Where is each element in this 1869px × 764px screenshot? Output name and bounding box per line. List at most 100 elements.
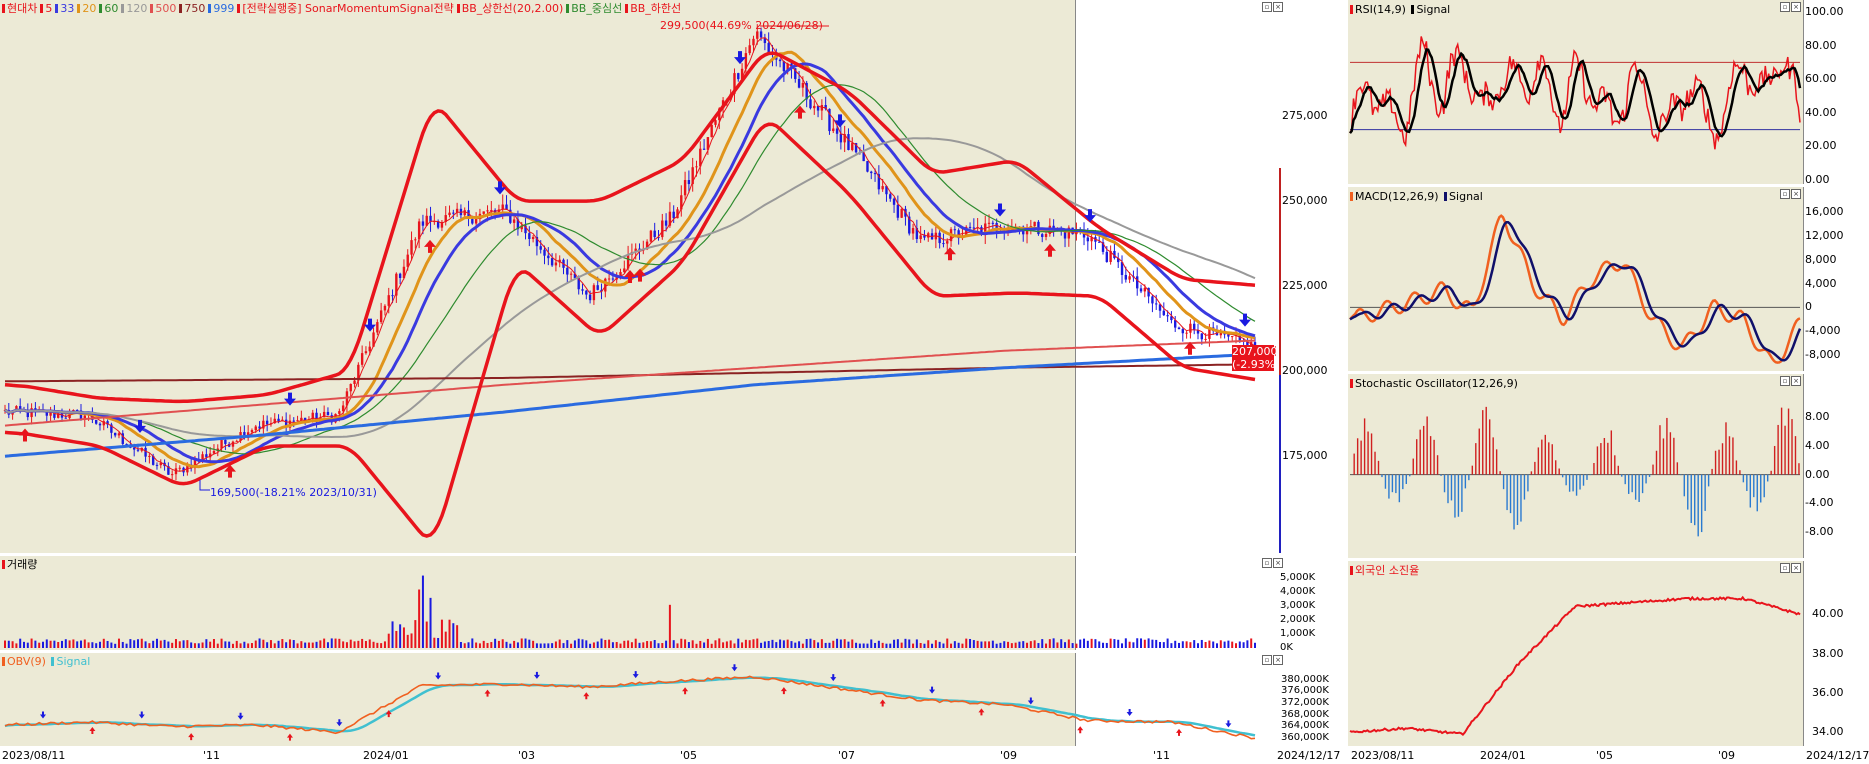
stoch-pane-close-button[interactable]: × (1791, 376, 1801, 386)
volume-pane[interactable] (0, 556, 1075, 650)
volume-bar (425, 621, 428, 648)
volume-bar (532, 640, 535, 648)
candle-body (596, 285, 599, 290)
stoch-bar (1791, 419, 1793, 475)
volume-bar (490, 642, 493, 648)
stoch-bar (1502, 474, 1505, 490)
volume-bar (855, 642, 858, 648)
volume-bar (140, 638, 143, 648)
volume-bar (570, 643, 573, 648)
sell-signal-arrow (1239, 313, 1251, 327)
price-pane-close-button[interactable]: × (1273, 2, 1283, 12)
volume-bar (323, 638, 326, 648)
volume-bar (49, 640, 52, 648)
candle-body (490, 210, 493, 212)
rsi-pane-close-button[interactable]: × (1791, 2, 1801, 12)
stoch-axis (1803, 374, 1869, 558)
volume-bar (1238, 641, 1241, 648)
obv-pane-close-button[interactable]: × (1273, 655, 1283, 665)
volume-bar (912, 643, 915, 648)
stoch-bar (1593, 462, 1595, 475)
stoch-bar (1374, 451, 1376, 475)
volume-bar (262, 639, 265, 648)
candle-body (1174, 320, 1177, 328)
obv-pane[interactable] (0, 653, 1075, 746)
obv-down-arrow (435, 672, 442, 680)
volume-bar (862, 643, 865, 648)
stoch-bar (1662, 438, 1665, 475)
legend-swatch (208, 4, 212, 13)
price-pane-minimize-button[interactable]: ▫ (1262, 2, 1272, 12)
obv-line (4, 675, 1256, 740)
candle-body (923, 235, 926, 238)
candle-body (448, 212, 451, 216)
volume-bar (1204, 641, 1207, 648)
volume-pane-minimize-button[interactable]: ▫ (1262, 558, 1272, 568)
obv-pane-minimize-button[interactable]: ▫ (1262, 655, 1272, 665)
foreign-pane-minimize-button[interactable]: ▫ (1780, 563, 1790, 573)
volume-bar (729, 640, 732, 648)
buy-signal-arrow (19, 428, 31, 442)
volume-bar (836, 638, 839, 648)
volume-axis-tick: 0K (1280, 642, 1293, 653)
candle-body (740, 68, 744, 80)
candle-body (357, 364, 360, 381)
candle-body (1227, 334, 1230, 337)
stoch-bar (1537, 447, 1540, 475)
stoch-bar (1572, 474, 1574, 492)
volume-bar (1067, 639, 1070, 648)
x-axis-tick: '03 (518, 749, 536, 762)
candle-body (854, 143, 858, 153)
volume-bar (11, 641, 14, 648)
candle-body (710, 124, 713, 138)
candle-body (1231, 336, 1234, 338)
stoch-bar (1690, 474, 1692, 523)
candle-body (984, 223, 987, 235)
candle-body (395, 273, 398, 296)
volume-bar (201, 642, 204, 648)
candle-body (733, 73, 736, 94)
volume-bar (961, 643, 964, 648)
macd-pane-close-button[interactable]: × (1791, 189, 1801, 199)
volume-bar (596, 641, 599, 648)
volume-bar (554, 641, 557, 648)
volume-bar (915, 639, 918, 648)
volume-bar (649, 641, 652, 648)
volume-bar (1029, 641, 1032, 648)
foreign-pane-close-button[interactable]: × (1791, 563, 1801, 573)
stoch-bar (1787, 408, 1790, 475)
stoch-bar (1405, 474, 1407, 484)
candle-body (683, 180, 687, 196)
volume-bar (300, 641, 303, 648)
volume-bar (604, 639, 607, 648)
volume-bar (19, 638, 22, 648)
volume-bar (919, 643, 922, 648)
candle-body (569, 273, 573, 275)
volume-bar (703, 642, 706, 648)
candle-body (968, 226, 972, 228)
candle-body (816, 105, 820, 111)
foreign-pane[interactable] (1348, 561, 1803, 746)
rsi-pane[interactable] (1348, 0, 1803, 184)
stoch-bar (1544, 434, 1546, 475)
candle-body (695, 166, 698, 168)
volume-bar (406, 634, 409, 648)
volume-bar (946, 638, 949, 648)
rsi-pane-minimize-button[interactable]: ▫ (1780, 2, 1790, 12)
candle-body (341, 405, 345, 412)
candle-body (824, 105, 827, 109)
volume-bar (794, 642, 797, 648)
obv-down-arrow (1126, 709, 1133, 717)
candle-body (121, 433, 124, 444)
candle-body (353, 380, 356, 385)
volume-bar (307, 642, 310, 648)
legend-entry: 60 (104, 2, 119, 15)
volume-axis-tick: 3,000K (1280, 600, 1316, 612)
volume-pane-close-button[interactable]: × (1273, 558, 1283, 568)
macd-pane[interactable] (1348, 187, 1803, 371)
stoch-pane-minimize-button[interactable]: ▫ (1780, 376, 1790, 386)
stoch-bar (1422, 425, 1425, 475)
price-axis-tick: 200,000 (1282, 364, 1328, 378)
volume-bar (395, 630, 398, 648)
macd-pane-minimize-button[interactable]: ▫ (1780, 189, 1790, 199)
